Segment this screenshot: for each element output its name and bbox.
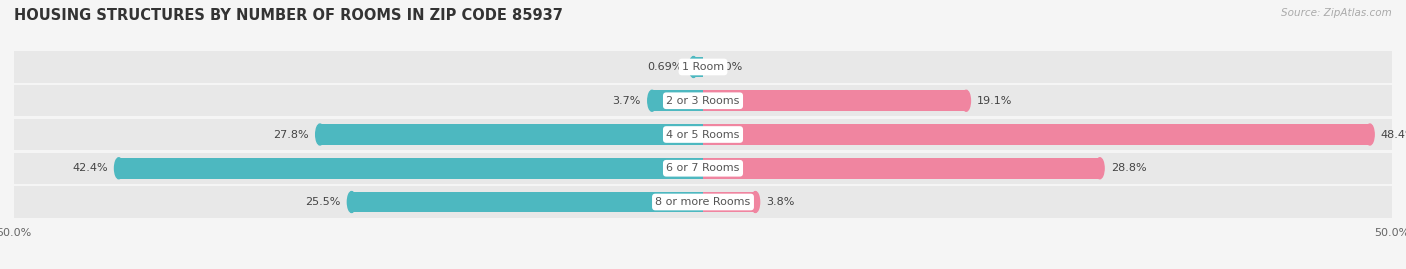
Circle shape: [347, 192, 356, 213]
Text: 27.8%: 27.8%: [273, 129, 309, 140]
Circle shape: [316, 124, 325, 145]
Bar: [14, 186, 1392, 218]
Text: 25.5%: 25.5%: [305, 197, 340, 207]
Circle shape: [648, 90, 657, 111]
Text: Source: ZipAtlas.com: Source: ZipAtlas.com: [1281, 8, 1392, 18]
Bar: [693, 56, 703, 77]
Text: 28.8%: 28.8%: [1111, 163, 1146, 173]
Bar: [14, 85, 1392, 116]
Text: 3.7%: 3.7%: [613, 96, 641, 106]
Text: 3.8%: 3.8%: [766, 197, 794, 207]
Text: 0.69%: 0.69%: [647, 62, 682, 72]
Bar: [703, 90, 966, 111]
Text: 1 Room: 1 Room: [682, 62, 724, 72]
Text: 48.4%: 48.4%: [1381, 129, 1406, 140]
Bar: [118, 158, 703, 179]
Bar: [14, 119, 1392, 150]
Text: 42.4%: 42.4%: [72, 163, 108, 173]
Circle shape: [689, 56, 697, 77]
Circle shape: [1365, 124, 1374, 145]
Bar: [14, 153, 1392, 184]
Circle shape: [962, 90, 970, 111]
Circle shape: [1095, 158, 1104, 179]
Text: 2 or 3 Rooms: 2 or 3 Rooms: [666, 96, 740, 106]
Bar: [352, 192, 703, 213]
Text: HOUSING STRUCTURES BY NUMBER OF ROOMS IN ZIP CODE 85937: HOUSING STRUCTURES BY NUMBER OF ROOMS IN…: [14, 8, 562, 23]
Circle shape: [751, 192, 759, 213]
Text: 4 or 5 Rooms: 4 or 5 Rooms: [666, 129, 740, 140]
Bar: [14, 51, 1392, 83]
Bar: [321, 124, 703, 145]
Bar: [703, 192, 755, 213]
Bar: [703, 158, 1099, 179]
Bar: [652, 90, 703, 111]
Text: 8 or more Rooms: 8 or more Rooms: [655, 197, 751, 207]
Text: 6 or 7 Rooms: 6 or 7 Rooms: [666, 163, 740, 173]
Text: 0.0%: 0.0%: [714, 62, 742, 72]
Circle shape: [114, 158, 124, 179]
Bar: [703, 124, 1369, 145]
Text: 19.1%: 19.1%: [977, 96, 1012, 106]
